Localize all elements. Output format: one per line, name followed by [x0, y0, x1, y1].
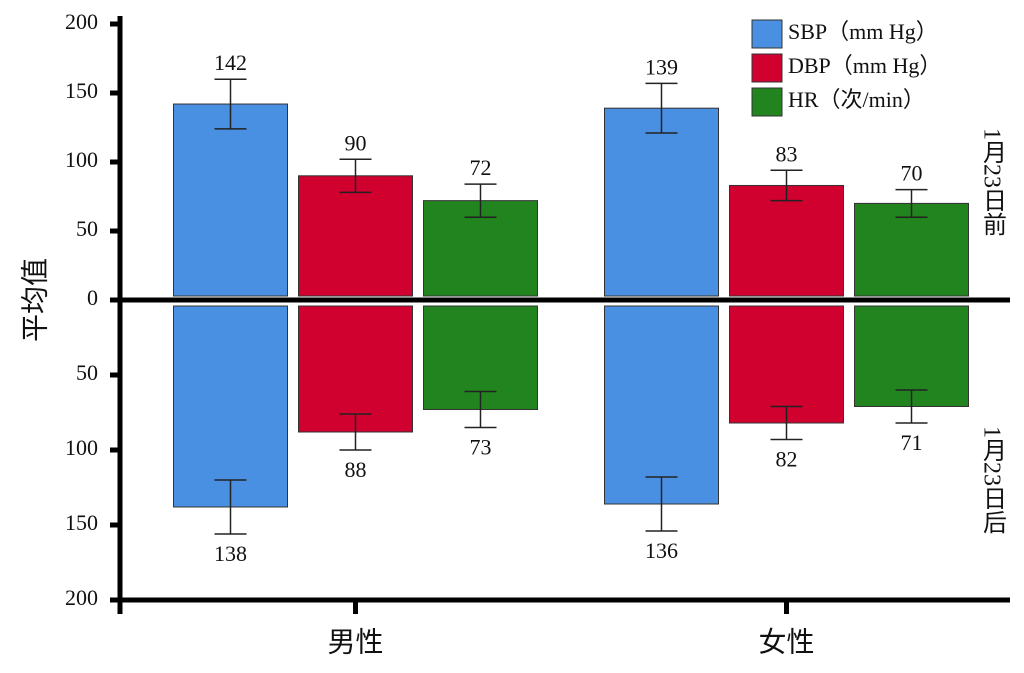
y-tick-label: 150	[65, 510, 98, 535]
value-label: 72	[470, 155, 492, 180]
legend-swatch	[751, 87, 783, 117]
y-axis-label: 平均值	[19, 258, 51, 342]
bar	[604, 305, 719, 505]
y-tick-label: 150	[65, 78, 98, 103]
y-tick-label: 50	[76, 216, 98, 241]
value-label: 136	[645, 538, 678, 563]
value-label: 90	[345, 130, 367, 155]
bar	[298, 175, 413, 297]
bar	[854, 202, 969, 297]
y-tick-label: 100	[65, 435, 98, 460]
legend-label: SBP（mm Hg）	[788, 19, 938, 44]
legend-label: HR（次/min）	[788, 87, 925, 112]
bar	[729, 184, 844, 297]
value-label: 70	[901, 161, 923, 186]
y-tick-label: 200	[65, 585, 98, 610]
value-label: 73	[470, 435, 492, 460]
y-tick-label: 100	[65, 147, 98, 172]
value-label: 88	[345, 457, 367, 482]
legend-swatch	[751, 53, 783, 83]
bar	[173, 305, 288, 508]
y-tick-label: 50	[76, 360, 98, 385]
legend-swatch	[751, 19, 783, 49]
panel-label: 1月23日前	[978, 128, 1006, 236]
legend-label: DBP（mm Hg）	[788, 53, 941, 78]
value-label: 83	[776, 141, 798, 166]
bar	[729, 305, 844, 424]
value-label: 142	[214, 50, 247, 75]
value-label: 139	[645, 54, 678, 79]
bar	[298, 305, 413, 433]
value-label: 138	[214, 541, 247, 566]
bar	[604, 107, 719, 297]
y-tick-label: 0	[87, 285, 98, 310]
x-tick-label: 女性	[758, 626, 814, 658]
x-tick-label: 男性	[327, 626, 383, 658]
panel-label: 1月23日后	[978, 426, 1006, 534]
y-tick-label: 200	[65, 9, 98, 34]
value-label: 82	[776, 447, 798, 472]
value-label: 71	[901, 430, 923, 455]
bar	[173, 103, 288, 297]
